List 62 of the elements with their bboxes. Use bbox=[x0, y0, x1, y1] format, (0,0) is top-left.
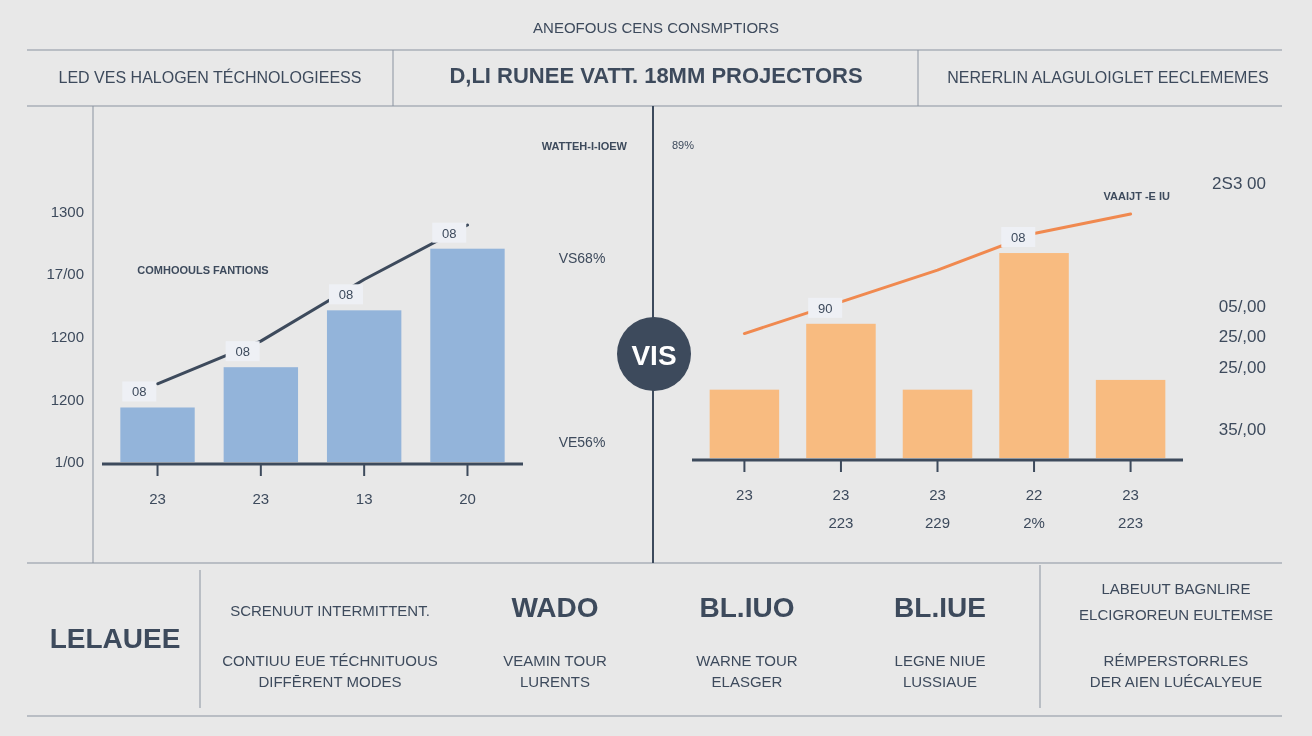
text: LURENTS bbox=[519, 673, 591, 690]
bar bbox=[709, 389, 780, 458]
text: 25/,00 bbox=[1218, 358, 1266, 377]
x-tick-label: 23 223 bbox=[828, 486, 854, 531]
x-tick-label: 23 229 bbox=[924, 486, 951, 531]
text: RÉMPERSTORRLES bbox=[1103, 652, 1249, 669]
text: D,LI RUNEE VATT. 18MM PROJECTORS bbox=[449, 63, 863, 88]
text: BL.IUE bbox=[894, 592, 986, 623]
bar bbox=[999, 253, 1069, 458]
text: LED VES HALOGEN TÉCHNOLOGIEESS bbox=[58, 68, 362, 86]
text: ELASGER bbox=[711, 673, 783, 690]
annotation: 90 bbox=[817, 300, 833, 316]
text: LABEUUT BAGNLIRE bbox=[1101, 580, 1251, 597]
text: DIFFĒRENT MODES bbox=[258, 673, 402, 690]
text: 35/,00 bbox=[1218, 420, 1266, 439]
text: DER AIEN LUÉCALYEUE bbox=[1089, 673, 1263, 690]
text: VE56% bbox=[558, 434, 606, 450]
x-tick-label: 23 223 bbox=[1118, 486, 1144, 531]
text: 1/00 bbox=[54, 453, 84, 470]
text: VS68% bbox=[558, 250, 606, 266]
x-tick-label: 13 bbox=[355, 490, 373, 507]
text: NERERLIN ALAGULOIGLET EECLEMEMES bbox=[947, 69, 1269, 86]
bar bbox=[326, 310, 402, 462]
annotation: 08 bbox=[442, 225, 457, 241]
annotation: 08 bbox=[338, 287, 354, 303]
text: 17/00 bbox=[46, 265, 84, 282]
bar bbox=[806, 323, 876, 458]
text: LEGNE NIUE bbox=[894, 652, 986, 669]
text: VAAIJT -E IU bbox=[1103, 190, 1171, 202]
text: VEAMIN TOUR bbox=[503, 652, 607, 669]
text: LUSSIAUE bbox=[902, 673, 978, 690]
text: 25/,00 bbox=[1218, 327, 1266, 346]
text: CONTIUU EUE TÉCHNITUOUS bbox=[222, 652, 438, 669]
bar bbox=[430, 248, 505, 462]
text: 89% bbox=[672, 139, 695, 151]
text: WARNE TOUR bbox=[696, 652, 798, 669]
annotation: 08 bbox=[235, 344, 250, 360]
text: WATTEH-I-IOEW bbox=[541, 140, 628, 152]
x-tick-label: 23 bbox=[252, 490, 270, 507]
text: ELCIGROREUN EULTEMSE bbox=[1079, 606, 1273, 623]
x-tick-label: 23 bbox=[149, 490, 166, 507]
text: LELAUEE bbox=[49, 623, 181, 654]
bar bbox=[223, 367, 299, 462]
text: BL.IUO bbox=[699, 592, 795, 623]
text: 1200 bbox=[50, 328, 84, 345]
x-tick-label: 23 bbox=[736, 486, 753, 503]
text: VIS bbox=[631, 340, 677, 371]
text: ANEOFOUS CENS CONSMPTIORS bbox=[533, 19, 779, 36]
bar bbox=[902, 389, 973, 458]
bar bbox=[1095, 379, 1166, 458]
annotation: 08 bbox=[132, 384, 147, 400]
x-tick-label: 22 2% bbox=[1023, 486, 1045, 531]
annotation: 08 bbox=[1011, 230, 1026, 246]
text: 05/,00 bbox=[1218, 297, 1266, 316]
x-tick-label: 20 bbox=[459, 490, 476, 507]
text: 1200 bbox=[50, 391, 84, 408]
text: 2S3 00 bbox=[1212, 174, 1266, 193]
text: SCRENUUT INTERMITTENT. bbox=[230, 602, 430, 619]
bar bbox=[120, 407, 195, 462]
text: WADO bbox=[511, 592, 599, 623]
text: 1300 bbox=[50, 203, 84, 220]
annotation: COMHOOULS FANTIONS bbox=[137, 264, 269, 276]
